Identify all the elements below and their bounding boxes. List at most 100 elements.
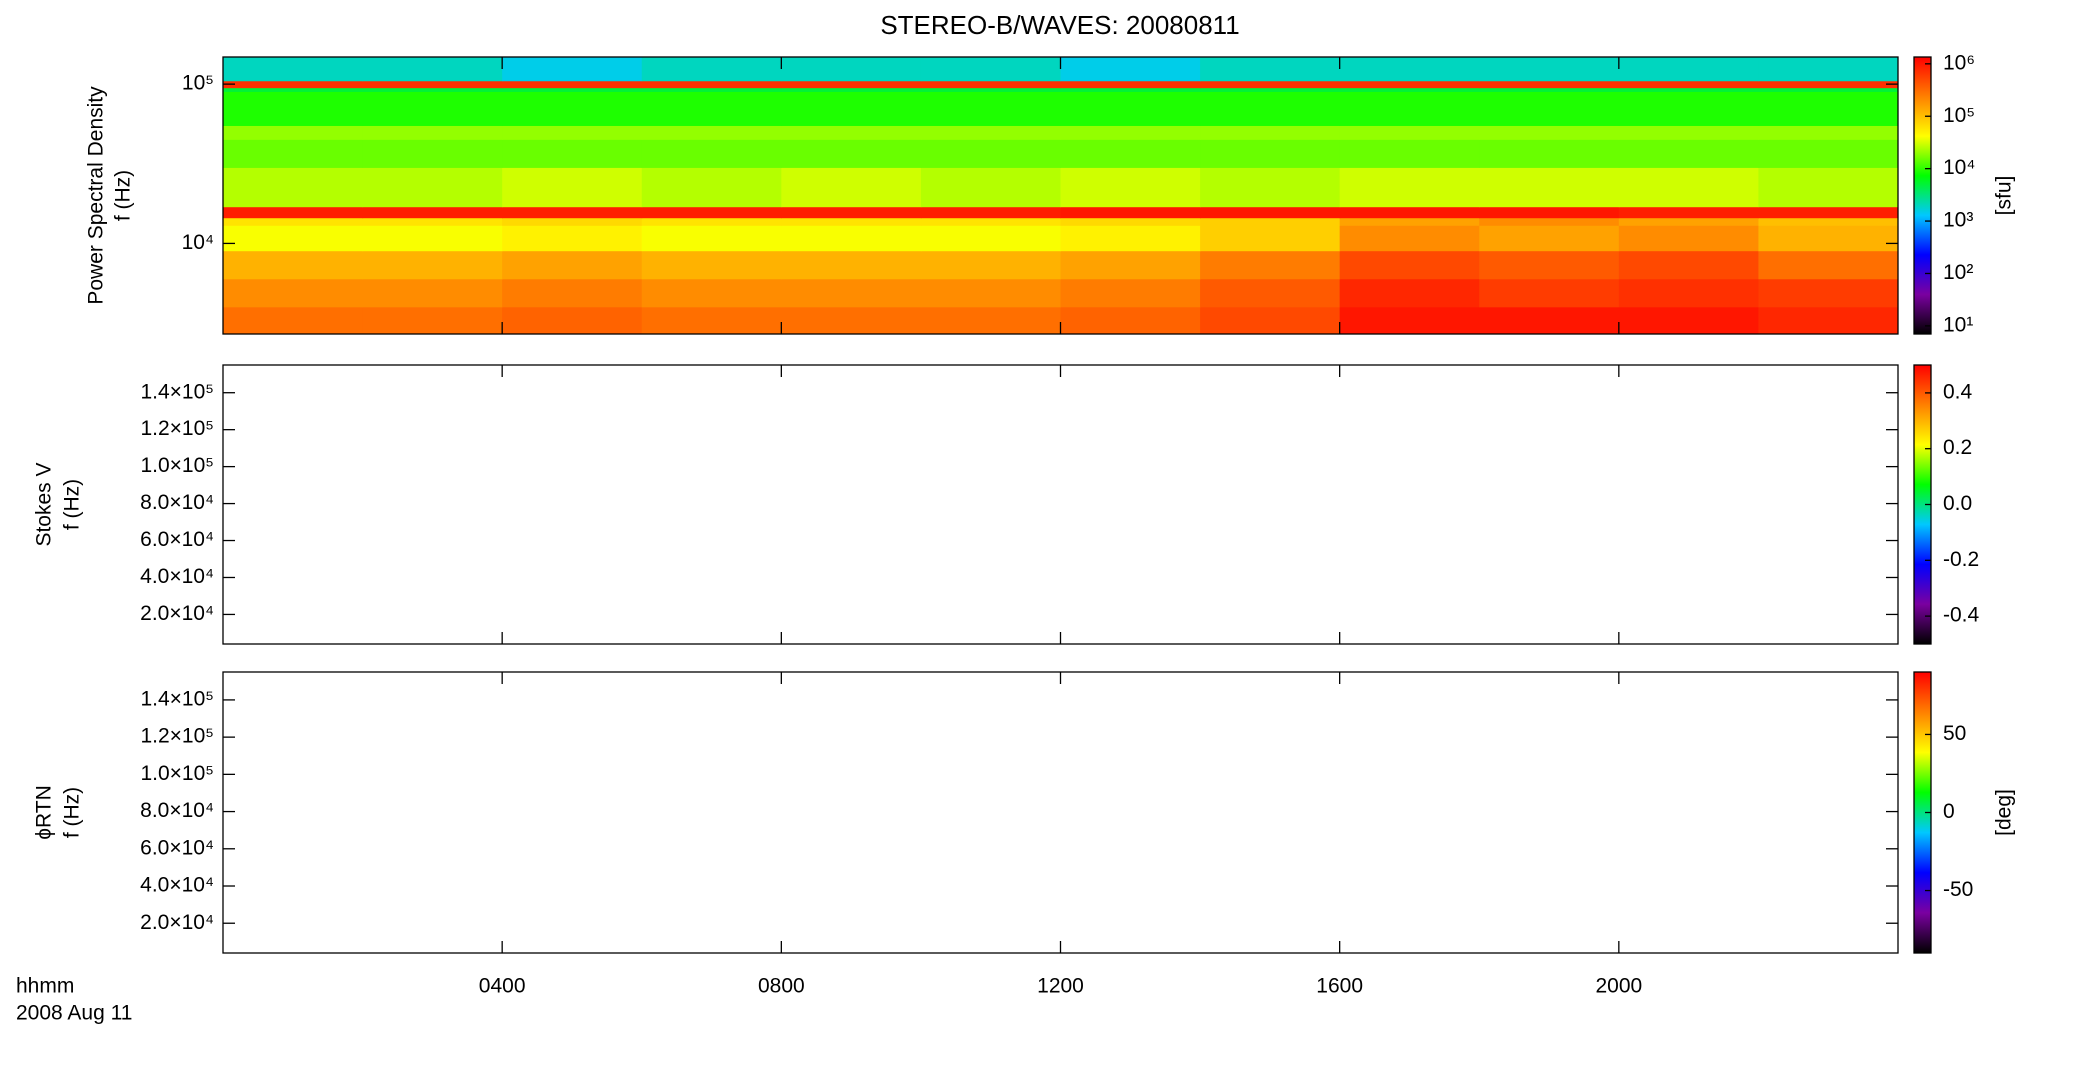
colorbar-tick-label: 10²: [1943, 261, 1973, 284]
spectrogram-cell: [920, 91, 1061, 126]
spectrogram-cell: [1339, 87, 1480, 92]
x-tick-label: 2000: [1595, 975, 1642, 998]
spectrogram-cell: [362, 225, 503, 252]
spectrogram-cell: [641, 217, 782, 226]
y-axis-label: f (Hz): [61, 787, 84, 838]
y-tick-label: 8.0×10⁴: [140, 799, 214, 822]
x-tick-label: 1600: [1316, 975, 1363, 998]
colorbar-tick-label: -0.2: [1943, 548, 1979, 571]
spectrogram-cell: [781, 278, 922, 308]
spectrogram-cell: [641, 87, 782, 92]
spectrogram-cell: [1200, 167, 1341, 208]
colorbar-tick-label: 10⁶: [1943, 51, 1975, 74]
x-axis-label: hhmm: [16, 975, 74, 998]
y-tick-label: 2.0×10⁴: [140, 602, 214, 625]
y-axis-label: Stokes V: [33, 462, 56, 546]
x-tick-label: 1200: [1037, 975, 1084, 998]
spectrogram-cell: [502, 91, 643, 126]
spectrogram-cell: [1618, 306, 1759, 335]
spectrogram-cell: [502, 87, 643, 92]
spectrogram-cell: [1479, 167, 1620, 208]
spectrogram-cell: [1339, 217, 1480, 226]
spectrogram-cell: [1479, 91, 1620, 126]
y-tick-label: 1.2×10⁵: [140, 725, 214, 748]
spectrogram-cell: [1060, 57, 1201, 82]
spectrogram-cell: [1060, 306, 1201, 335]
spectrogram-cell: [362, 306, 503, 335]
spectrogram-cell: [1618, 167, 1759, 208]
spectrogram-cell: [1339, 250, 1480, 280]
spectrogram-cell: [1339, 206, 1480, 219]
spectrogram-cell: [1758, 250, 1899, 280]
spectrogram-cell: [1758, 217, 1899, 226]
spectrogram-cell: [1618, 225, 1759, 252]
spectrogram-cell: [1479, 217, 1620, 226]
colorbar-tick-label: 0: [1943, 800, 1955, 823]
spectrogram-cell: [1339, 139, 1480, 168]
spectrogram-cell: [1339, 225, 1480, 252]
spectrogram-cell: [362, 91, 503, 126]
y-tick-label: 6.0×10⁴: [140, 836, 214, 859]
spectrogram-cell: [781, 306, 922, 335]
spectrogram-cell: [1060, 250, 1201, 280]
spectrogram-cell: [1758, 206, 1899, 219]
y-tick-label: 10⁴: [182, 231, 214, 254]
spectrogram-cell: [223, 91, 364, 126]
spectrogram-cell: [502, 306, 643, 335]
spectrogram-cell: [502, 225, 643, 252]
y-tick-label: 10⁵: [182, 72, 214, 95]
spectrogram-cell: [920, 167, 1061, 208]
y-axis-label: ϕRTN: [33, 785, 56, 840]
spectrogram-cell: [223, 167, 364, 208]
spectrogram-cell: [1339, 80, 1480, 89]
y-tick-label: 8.0×10⁴: [140, 491, 214, 514]
spectrogram-cell: [1060, 91, 1201, 126]
colorbar-label: [sfu]: [1993, 176, 2016, 216]
spectrogram-cell: [1200, 125, 1341, 140]
spectrogram-cell: [1200, 217, 1341, 226]
spectrogram-cell: [920, 125, 1061, 140]
spectrogram-cell: [1200, 91, 1341, 126]
colorbar-tick-label: 10⁴: [1943, 156, 1975, 179]
spectrogram-cell: [223, 206, 364, 219]
spectrogram-cell: [641, 250, 782, 280]
colorbar-tick-label: 0.4: [1943, 380, 1973, 403]
spectrogram-cell: [920, 250, 1061, 280]
spectrogram-cell: [362, 167, 503, 208]
spectrogram-cell: [641, 91, 782, 126]
spectrogram-cell: [641, 167, 782, 208]
spectrogram-cell: [781, 250, 922, 280]
spectrogram-cell: [362, 139, 503, 168]
spectrogram-cell: [362, 125, 503, 140]
spectrogram-cell: [1200, 250, 1341, 280]
spectrogram-cell: [1758, 278, 1899, 308]
spectrogram-cell: [362, 206, 503, 219]
spectrogram-cell: [1618, 139, 1759, 168]
spectrogram-cell: [781, 80, 922, 89]
y-tick-label: 4.0×10⁴: [140, 565, 214, 588]
spectrogram-cell: [223, 80, 364, 89]
colorbar-tick-label: -0.4: [1943, 604, 1980, 627]
spectrogram-cell: [502, 125, 643, 140]
colorbar-label: [deg]: [1993, 789, 2016, 836]
spectrogram-cell: [641, 225, 782, 252]
spectrogram-cell: [1479, 278, 1620, 308]
spectrogram-cell: [781, 87, 922, 92]
spectrogram-cell: [362, 217, 503, 226]
y-tick-label: 2.0×10⁴: [140, 911, 214, 934]
spectrogram-cell: [1479, 80, 1620, 89]
spectrogram-cell: [1060, 167, 1201, 208]
spectrogram-cell: [1479, 87, 1620, 92]
spectrogram-cell: [502, 57, 643, 82]
spectrogram-cell: [781, 217, 922, 226]
y-tick-label: 1.0×10⁵: [140, 762, 214, 785]
spectrogram-cell: [1339, 278, 1480, 308]
spectrogram-cell: [223, 217, 364, 226]
y-tick-label: 6.0×10⁴: [140, 528, 214, 551]
spectrogram-cell: [223, 306, 364, 335]
y-tick-label: 1.2×10⁵: [140, 417, 214, 440]
y-axis-label: f (Hz): [61, 479, 84, 530]
spectrogram-cell: [641, 57, 782, 82]
spectrogram-cell: [502, 217, 643, 226]
